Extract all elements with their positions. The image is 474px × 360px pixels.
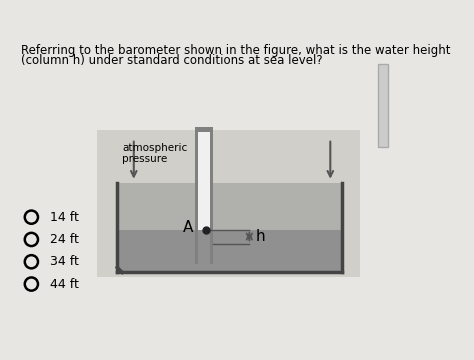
Text: 14 ft: 14 ft: [50, 211, 78, 224]
Text: 34 ft: 34 ft: [50, 255, 78, 268]
Bar: [198, 230, 210, 264]
Text: A: A: [183, 220, 193, 235]
Bar: [378, 64, 388, 147]
Bar: [117, 230, 342, 273]
Bar: [98, 130, 360, 278]
Text: h: h: [256, 229, 265, 244]
Text: atmospheric
pressure: atmospheric pressure: [122, 143, 187, 165]
Bar: [117, 183, 342, 273]
Text: (column h) under standard conditions at sea level?: (column h) under standard conditions at …: [21, 54, 322, 67]
Bar: [198, 129, 210, 230]
Text: 44 ft: 44 ft: [50, 278, 78, 291]
Bar: [195, 129, 213, 264]
Text: Referring to the barometer shown in the figure, what is the water height: Referring to the barometer shown in the …: [21, 44, 450, 57]
Text: 24 ft: 24 ft: [50, 233, 78, 246]
Bar: [195, 127, 213, 132]
